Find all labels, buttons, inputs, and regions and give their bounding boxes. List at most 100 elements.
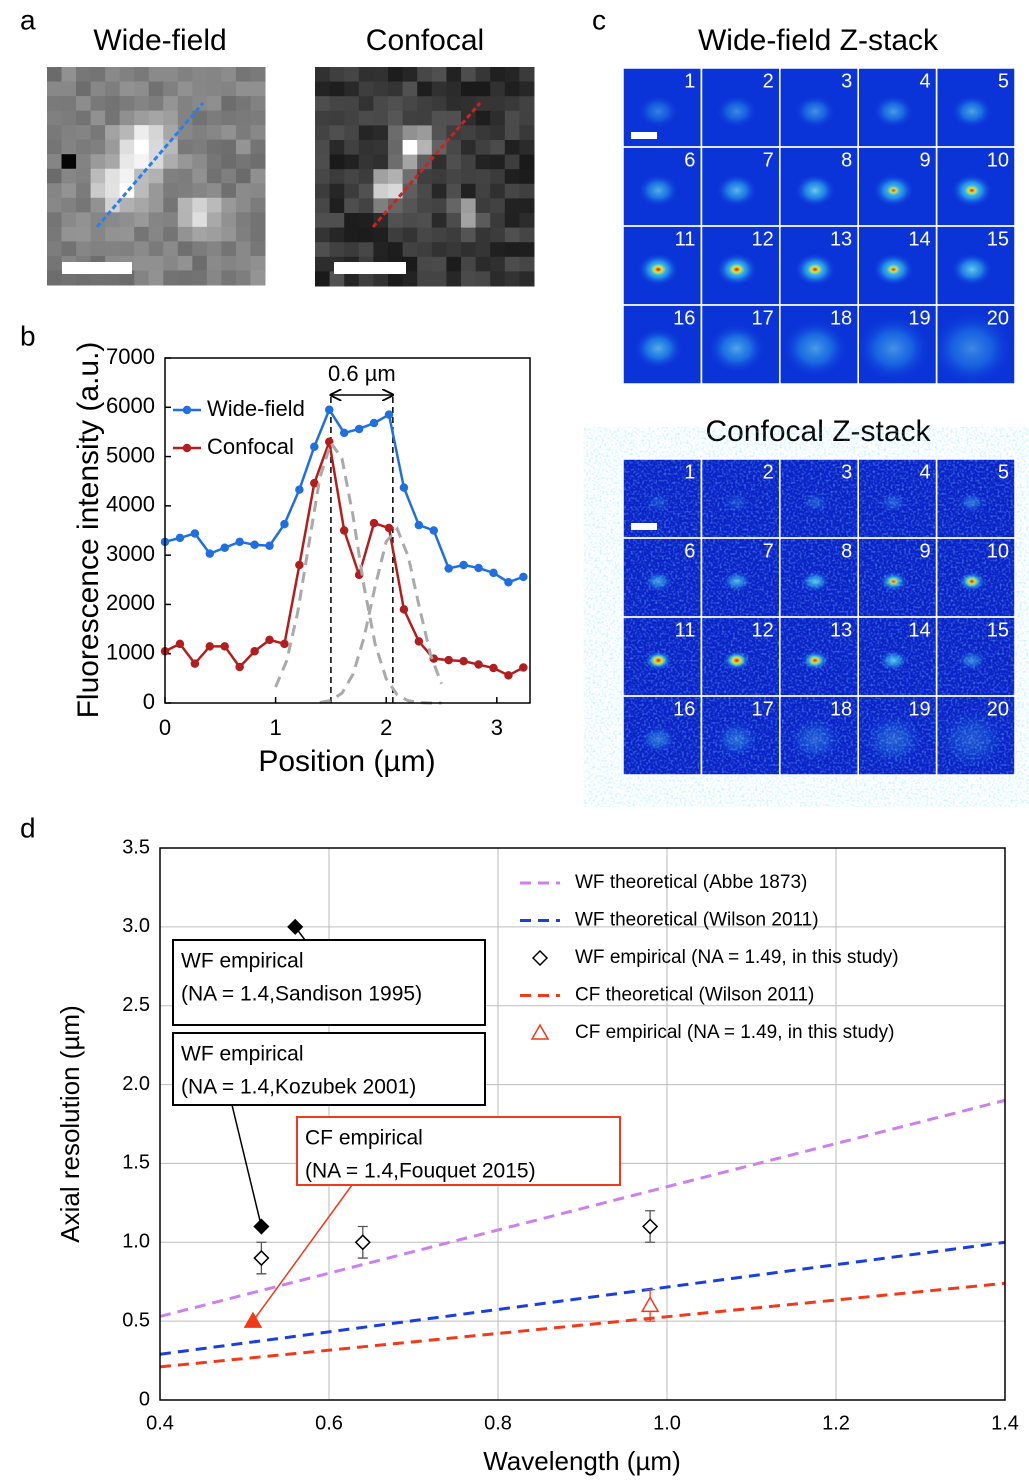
image-pixel — [163, 96, 179, 112]
data-point — [519, 663, 528, 672]
blob-core — [807, 263, 823, 276]
blob — [857, 316, 930, 381]
data-point — [444, 564, 453, 573]
image-pixel — [61, 241, 77, 257]
image-pixel — [504, 198, 520, 214]
image-pixel — [431, 271, 447, 287]
image-pixel — [235, 183, 251, 199]
image-pixel — [250, 197, 266, 213]
image-pixel — [490, 81, 506, 97]
data-point — [399, 483, 409, 492]
image-pixel — [388, 271, 404, 287]
image-pixel — [388, 81, 404, 97]
image-pixel — [519, 81, 535, 97]
image-pixel — [388, 125, 404, 141]
callout-text: (NA = 1.4,Fouquet 2015) — [305, 1160, 536, 1183]
image-pixel — [388, 96, 404, 112]
data-point — [205, 549, 215, 558]
image-pixel — [47, 139, 63, 155]
tile-number: 16 — [673, 307, 695, 329]
data-point — [504, 578, 513, 587]
image-pixel — [402, 242, 418, 258]
x-tick-label: 0 — [159, 715, 171, 740]
image-pixel — [519, 227, 535, 243]
data-point — [504, 671, 513, 680]
image-pixel — [221, 154, 237, 170]
image-pixel — [148, 168, 164, 184]
data-point — [369, 418, 379, 428]
image-pixel — [105, 139, 121, 155]
stack-title: Confocal Z-stack — [705, 415, 931, 448]
image-pixel — [134, 110, 150, 126]
image-pixel — [402, 169, 418, 185]
data-point — [354, 1234, 371, 1251]
image-pixel — [47, 270, 63, 286]
image-pixel — [417, 242, 433, 258]
image-pixel — [192, 183, 208, 199]
legend-marker — [182, 405, 192, 415]
image-pixel — [61, 226, 77, 242]
image-pixel — [192, 125, 208, 141]
data-point — [295, 560, 304, 570]
image-pixel — [461, 169, 477, 185]
image-pixel — [344, 242, 360, 258]
dashed-line — [274, 439, 442, 705]
image-pixel — [461, 183, 477, 199]
image-pixel — [148, 96, 164, 112]
image-pixel — [235, 154, 251, 170]
image-pixel — [221, 125, 237, 141]
image-pixel — [344, 67, 360, 83]
image-pixel — [221, 168, 237, 184]
data-point — [280, 519, 289, 529]
image-pixel — [315, 198, 331, 214]
callout-box — [296, 1116, 621, 1186]
image-pixel — [250, 183, 266, 199]
image-pixel — [373, 96, 389, 112]
blob — [951, 95, 992, 128]
x-axis-label: Wavelength (µm) — [483, 1446, 681, 1476]
x-tick-label: 3 — [491, 715, 503, 740]
image-pixel — [431, 198, 447, 214]
data-point — [265, 635, 274, 645]
image-pixel — [76, 154, 92, 170]
image-pixel — [490, 140, 506, 156]
tile-number: 14 — [908, 228, 930, 250]
data-point — [459, 560, 468, 570]
data-point — [235, 662, 244, 672]
image-pixel — [344, 96, 360, 112]
image-pixel — [163, 125, 179, 141]
blob — [931, 312, 1012, 385]
image-pixel — [76, 81, 92, 97]
image-pixel — [163, 67, 179, 83]
data-point — [253, 1218, 270, 1235]
image-pixel — [90, 125, 106, 141]
image-pixel — [315, 242, 331, 258]
data-point — [474, 660, 483, 669]
image-pixel — [431, 140, 447, 156]
image-pixel — [90, 96, 106, 112]
image-pixel — [61, 67, 77, 83]
image-pixel — [47, 110, 63, 126]
image-pixel — [431, 67, 447, 83]
image-pixel — [163, 270, 179, 286]
y-tick-label: 3.0 — [122, 915, 150, 937]
image-pixel — [329, 213, 345, 229]
image-pixel — [134, 270, 150, 286]
image-pixel — [417, 140, 433, 156]
image-pixel — [221, 67, 237, 83]
image-pixel — [61, 96, 77, 112]
dashed-line — [159, 1281, 1006, 1369]
image-pixel — [206, 226, 222, 242]
tile-number: 7 — [763, 149, 774, 171]
image-pixel — [177, 81, 193, 97]
image-pixel — [206, 125, 222, 141]
image-pixel — [431, 81, 447, 97]
blob — [873, 95, 914, 128]
image-pixel — [119, 110, 135, 126]
image-pixel — [177, 67, 193, 83]
image-pixel — [373, 125, 389, 141]
image-pixel — [373, 271, 389, 287]
image-pixel — [475, 67, 491, 83]
image-pixel — [329, 140, 345, 156]
image-pixel — [119, 270, 135, 286]
